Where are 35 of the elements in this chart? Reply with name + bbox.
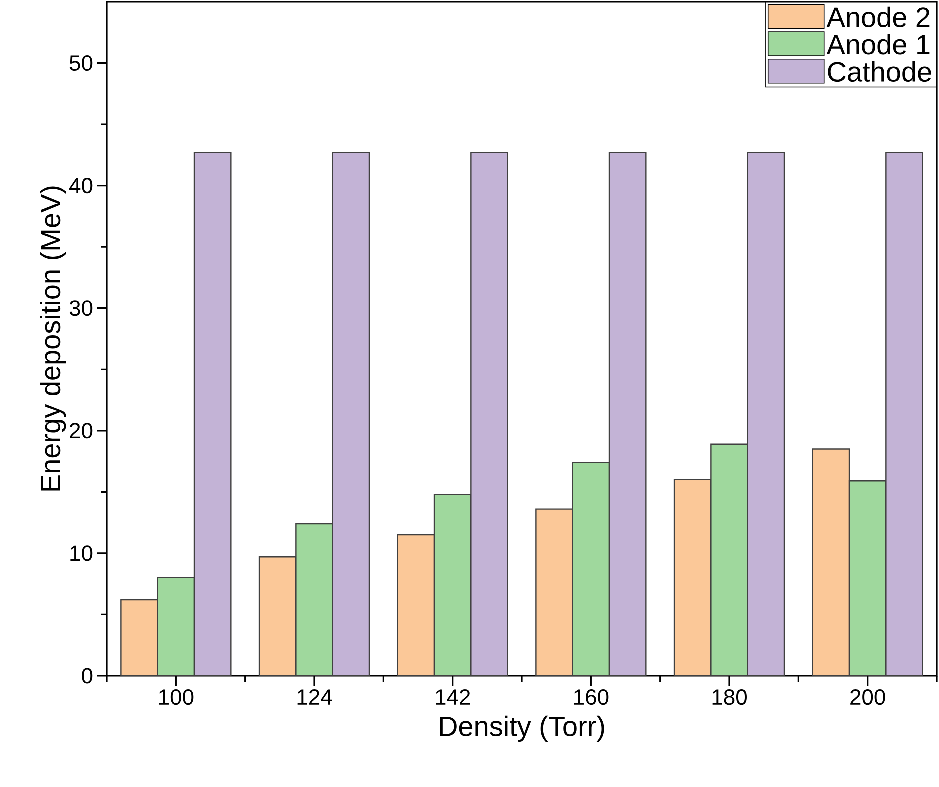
bar — [572, 462, 610, 676]
bar — [332, 152, 370, 676]
bar — [471, 152, 508, 676]
x-tick-label: 180 — [712, 690, 747, 706]
x-tick-label: 142 — [436, 690, 470, 705]
bar — [434, 494, 472, 676]
bar — [398, 535, 435, 676]
x-tick-label: 160 — [574, 690, 609, 706]
x-tick-label: 200 — [850, 690, 886, 706]
bar — [748, 152, 784, 676]
bar — [812, 448, 850, 676]
legend-label: Anode 2 — [826, 6, 930, 28]
y-tick-label: 50 — [70, 55, 93, 72]
bar — [610, 152, 646, 676]
bar — [158, 578, 195, 676]
bar — [674, 480, 712, 676]
legend-label: Anode 1 — [826, 34, 930, 55]
bar — [536, 509, 573, 676]
y-tick-label: 30 — [70, 300, 93, 316]
y-tick-label: 40 — [70, 178, 93, 194]
x-tick-label: 100 — [159, 690, 194, 706]
y-tick-label: 20 — [70, 423, 93, 439]
bar — [886, 152, 924, 676]
y-tick-label: 10 — [70, 546, 93, 562]
y-tick-label: 0 — [82, 668, 93, 684]
x-tick-label: 124 — [298, 690, 332, 705]
bar — [194, 152, 232, 676]
bar — [711, 444, 748, 676]
bar — [260, 557, 296, 676]
bar — [848, 480, 887, 676]
bar — [296, 524, 333, 676]
x-axis-title: Density (Torr) — [440, 716, 604, 742]
y-axis-title: Energy deposition (MeV) — [40, 186, 66, 491]
legend-label: Cathode — [828, 61, 932, 82]
bar — [121, 600, 158, 676]
